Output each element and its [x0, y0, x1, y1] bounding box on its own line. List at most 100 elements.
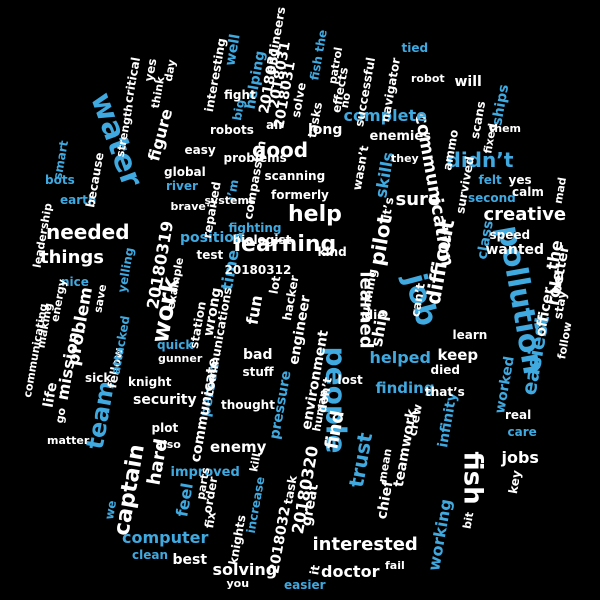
cloud-word-calm: calm: [512, 185, 544, 199]
cloud-word-learn: learn: [452, 328, 488, 342]
cloud-word-robot: robot: [411, 71, 445, 85]
cloud-word-increase: increase: [243, 475, 267, 535]
cloud-word-fun: fun: [242, 293, 267, 327]
cloud-word-gunner: gunner: [158, 351, 203, 365]
cloud-word-solving: solving: [212, 560, 278, 579]
cloud-word-died: died: [430, 363, 460, 377]
cloud-word-lot: lot: [266, 274, 284, 296]
cloud-word-security: security: [133, 392, 197, 408]
cloud-word-chief: chief: [373, 479, 397, 521]
cloud-word-we: we: [101, 499, 119, 521]
cloud-word-quick: quick: [157, 338, 194, 352]
cloud-word-captain: captain: [109, 442, 150, 538]
cloud-word-wanted: wanted: [485, 242, 545, 258]
cloud-word-follow: follow: [555, 320, 575, 360]
cloud-word-life: life: [40, 381, 61, 409]
cloud-word-kind: kind: [317, 245, 347, 259]
cloud-word-help: help: [288, 202, 342, 227]
cloud-word-good: good: [252, 138, 309, 162]
cloud-word-doctor: doctor: [321, 562, 380, 581]
cloud-word-no: no: [337, 91, 353, 109]
cloud-word-test: test: [196, 248, 224, 262]
cloud-word-infinity: infinity: [435, 391, 461, 449]
cloud-word-fight: fight: [224, 88, 256, 102]
cloud-word-keep: keep: [437, 345, 479, 364]
cloud-word-yelling: yelling: [114, 246, 137, 294]
cloud-word-plot: plot: [151, 421, 179, 435]
cloud-word-fish: fish: [457, 451, 488, 505]
cloud-word-knight: knight: [128, 375, 172, 389]
cloud-word-stay: stay: [550, 289, 570, 321]
cloud-word-thought: thought: [221, 398, 275, 412]
cloud-word-it: it: [307, 563, 323, 577]
cloud-word-wasn-t: wasn’t: [349, 144, 371, 192]
cloud-word-scanning: scanning: [264, 169, 326, 183]
cloud-word-stuff: stuff: [242, 365, 274, 379]
cloud-word-enemy: enemy: [210, 437, 267, 456]
cloud-word-enemies: enemies: [369, 128, 431, 144]
cloud-word-position: position: [180, 230, 244, 246]
cloud-word-improved: improved: [170, 464, 240, 480]
cloud-word-river: river: [166, 179, 198, 193]
cloud-word-didn-t: didn’t: [446, 148, 514, 172]
cloud-word-creative: creative: [483, 204, 567, 225]
cloud-word-2018032: 2018032: [266, 505, 294, 575]
cloud-word-yes: yes: [141, 57, 159, 83]
cloud-word-lost: lost: [337, 373, 363, 387]
cloud-word-clean: clean: [132, 548, 169, 562]
cloud-word-tied: tied: [401, 41, 429, 55]
cloud-word-sure: sure: [395, 189, 441, 210]
cloud-word-because: because: [83, 151, 107, 209]
cloud-word-kill: kill: [246, 451, 263, 473]
cloud-word-global: global: [164, 165, 206, 179]
cloud-word-complete: complete: [343, 106, 427, 125]
cloud-word-problems: problems: [223, 151, 287, 165]
cloud-word-worked: worked: [492, 355, 518, 415]
cloud-word-biologist: biologist: [232, 233, 292, 247]
cloud-word-computer: computer: [122, 528, 209, 547]
cloud-word-air: air: [266, 118, 285, 132]
cloud-word-fail: fail: [385, 558, 405, 572]
cloud-word-easy: easy: [184, 143, 216, 157]
cloud-word-care: care: [507, 425, 537, 439]
cloud-word-working: working: [423, 497, 455, 573]
cloud-word-needed: needed: [46, 220, 130, 244]
cloud-word-helped: helped: [369, 348, 431, 367]
cloud-word-save: save: [90, 282, 109, 314]
cloud-word-yes: yes: [508, 173, 532, 187]
cloud-word-will: will: [454, 74, 482, 90]
cloud-word-that-s: that’s: [425, 385, 465, 399]
cloud-word-day: day: [161, 57, 179, 83]
cloud-word-mean: mean: [375, 447, 395, 483]
cloud-word-formerly: formerly: [271, 188, 329, 202]
cloud-word-attacked: attacked: [108, 314, 133, 376]
cloud-word-best: best: [172, 552, 208, 568]
cloud-word-easier: easier: [284, 578, 326, 592]
cloud-word-systems: systems: [204, 193, 256, 207]
cloud-word-real: real: [505, 408, 532, 422]
cloud-word-robots: robots: [210, 123, 254, 137]
cloud-word-fighting: fighting: [228, 221, 282, 235]
cloud-word-die: die: [364, 308, 386, 322]
cloud-word-brave: brave: [170, 199, 206, 213]
cloud-word-bad: bad: [243, 347, 273, 363]
cloud-word-them: them: [489, 121, 522, 135]
cloud-word-energy: energy: [47, 277, 69, 323]
cloud-word-they: they: [391, 151, 419, 165]
cloud-word-sick: sick: [85, 371, 112, 385]
cloud-word-mad: mad: [551, 175, 569, 205]
cloud-word-nice: nice: [61, 275, 89, 289]
cloud-word-long: long: [308, 122, 343, 138]
cloud-word-crew: crew: [405, 402, 425, 438]
cloud-word-speed: speed: [489, 228, 531, 242]
cloud-word-well: well: [222, 32, 244, 68]
cloud-word-bit: bit: [460, 510, 476, 530]
cloud-word-interested: interested: [312, 534, 418, 555]
cloud-word-learning: learning: [233, 232, 337, 257]
cloud-word-pilot: pilot: [363, 212, 397, 268]
cloud-word-felt: felt: [478, 173, 502, 187]
cloud-word-go: go: [52, 406, 68, 424]
cloud-word-bots: bots: [45, 173, 75, 187]
cloud-word-things: things: [40, 247, 105, 268]
